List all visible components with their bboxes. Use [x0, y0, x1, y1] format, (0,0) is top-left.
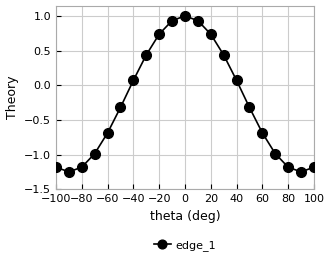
edge_1 — [273, 152, 277, 155]
edge_1 — [54, 166, 58, 169]
edge_1 — [209, 33, 213, 36]
edge_1 — [118, 106, 122, 109]
edge_1 — [170, 19, 174, 22]
edge_1 — [312, 166, 316, 169]
edge_1 — [131, 79, 135, 82]
edge_1 — [157, 33, 161, 36]
edge_1 — [248, 106, 251, 109]
edge_1 — [286, 166, 290, 169]
Legend: edge_1: edge_1 — [149, 235, 220, 255]
edge_1 — [260, 131, 264, 134]
edge_1 — [144, 53, 148, 56]
edge_1 — [183, 14, 187, 17]
edge_1 — [196, 19, 200, 22]
edge_1 — [235, 79, 239, 82]
edge_1 — [67, 170, 71, 174]
edge_1 — [80, 166, 84, 169]
edge_1 — [106, 131, 110, 134]
Y-axis label: Theory: Theory — [6, 76, 18, 119]
Line: edge_1: edge_1 — [51, 11, 319, 177]
edge_1 — [93, 152, 97, 155]
X-axis label: theta (deg): theta (deg) — [149, 210, 220, 223]
edge_1 — [222, 53, 226, 56]
edge_1 — [299, 170, 303, 174]
